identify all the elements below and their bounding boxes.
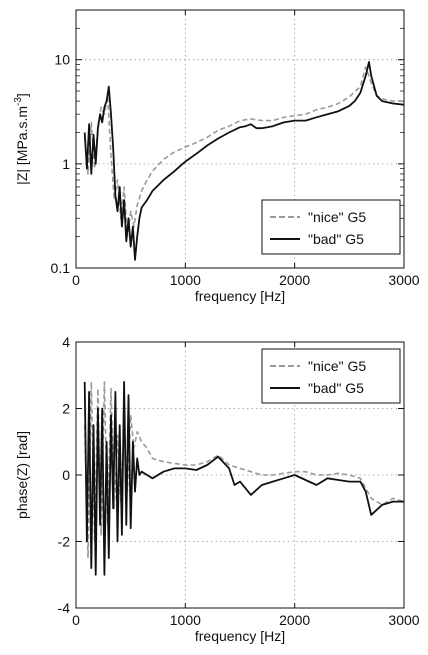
y-tick-label: -4 <box>58 600 71 616</box>
y-tick-label: 1 <box>62 156 70 172</box>
legend-box <box>261 348 401 404</box>
y-axis-label: phase(Z) [rad] <box>14 431 30 519</box>
impedance-phase-panel: 0 1000 2000 3000 -4 -2 0 2 4 frequency [Hz] phase(… <box>14 334 420 644</box>
x-tick-label: 2000 <box>279 612 310 628</box>
x-tick-label: 3000 <box>388 612 419 628</box>
series-line-bad-g5 <box>83 61 404 261</box>
y-tick-label: 0 <box>62 467 70 483</box>
y-tick-label: 4 <box>62 334 70 350</box>
impedance-magnitude-panel: 0 1000 2000 3000 0.1 1 10 frequency [Hz] |Z| [MP… <box>13 9 420 304</box>
x-tick-label: 2000 <box>279 272 310 288</box>
legend-label: "nice" G5 <box>308 209 366 225</box>
legend-box <box>261 199 401 255</box>
legend-label: "nice" G5 <box>308 358 366 374</box>
y-tick-label: -2 <box>58 534 71 550</box>
x-tick-label: 1000 <box>170 272 201 288</box>
y-tick-label: 10 <box>54 52 70 68</box>
legend-label: "bad" G5 <box>308 231 364 247</box>
series-line-bad-g5 <box>83 380 404 576</box>
x-tick-label: 0 <box>72 272 80 288</box>
x-tick-label: 0 <box>72 612 80 628</box>
x-axis-label: frequency [Hz] <box>195 628 285 644</box>
x-axis-label: frequency [Hz] <box>195 288 285 304</box>
y-axis-label: |Z| [MPa.s.m-3] <box>13 93 30 185</box>
y-tick-label: 0.1 <box>51 260 71 276</box>
legend-label: "bad" G5 <box>308 380 364 396</box>
y-tick-label: 2 <box>62 401 70 417</box>
axes-frame <box>75 9 405 269</box>
x-tick-label: 1000 <box>170 612 201 628</box>
x-tick-label: 3000 <box>388 272 419 288</box>
series-line-nice-g5 <box>83 66 404 238</box>
